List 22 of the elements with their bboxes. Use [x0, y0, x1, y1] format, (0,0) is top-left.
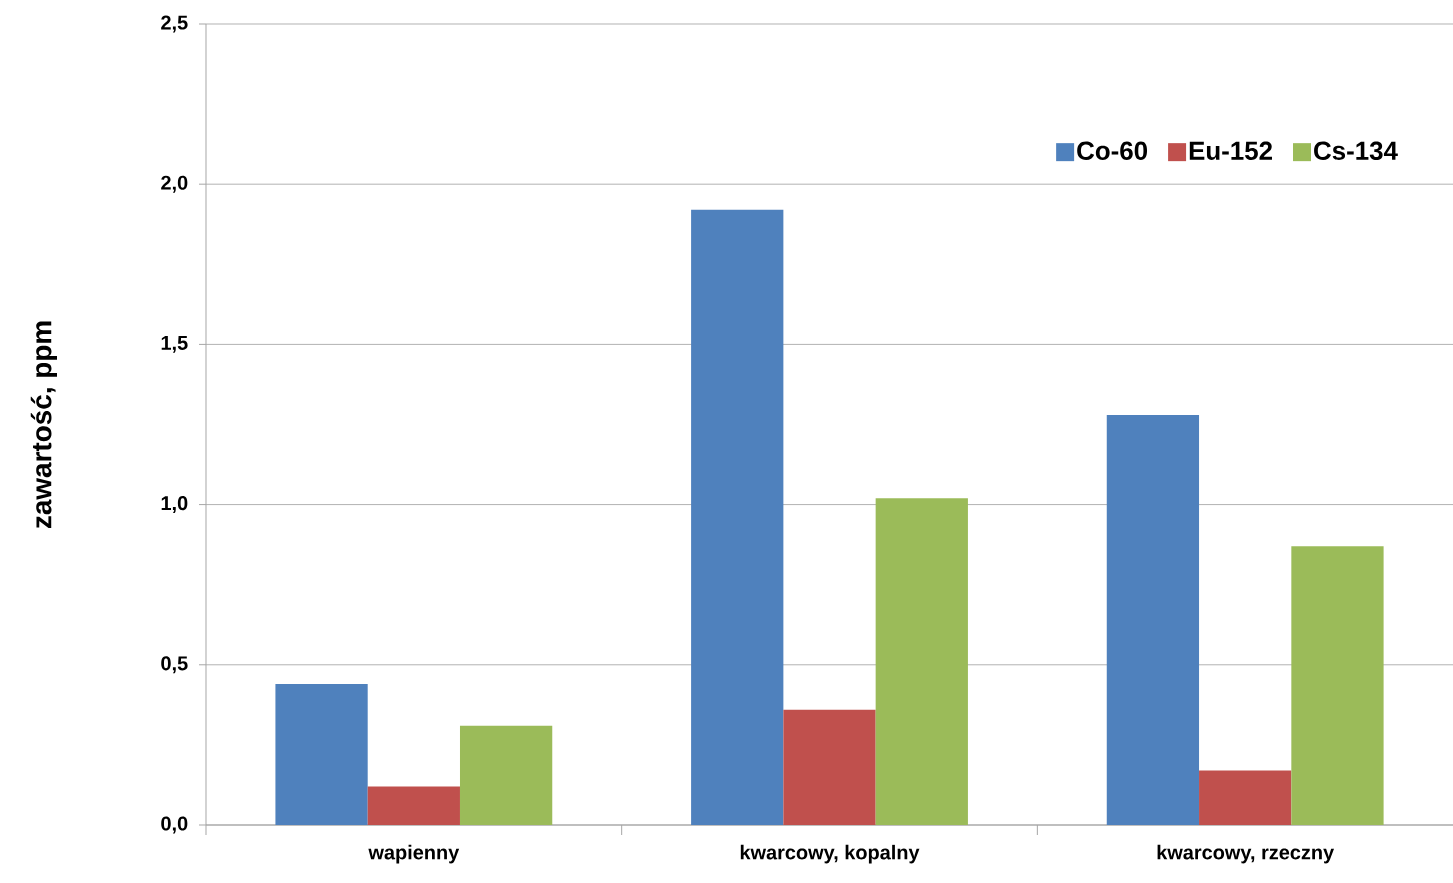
bar — [691, 209, 784, 825]
bar — [1199, 770, 1292, 825]
bar — [1106, 414, 1200, 825]
bar — [367, 786, 460, 825]
bar — [459, 725, 553, 825]
bar — [1291, 546, 1384, 825]
y-tick-label: 0,0 — [161, 816, 188, 834]
y-tick-label: 2,0 — [161, 175, 188, 193]
x-tick-label: wapienny — [368, 844, 460, 864]
legend-label: Co-60 — [1077, 141, 1148, 160]
bar — [275, 684, 368, 825]
bar — [783, 709, 876, 825]
legend-label: Cs-134 — [1314, 141, 1398, 160]
x-tick-label: kwarcowy, rzeczny — [1157, 844, 1335, 864]
y-axis-title: zawartość, ppm — [30, 321, 57, 529]
legend-label: Eu-152 — [1189, 141, 1272, 160]
bar — [875, 498, 968, 825]
y-tick-label: 0,5 — [161, 656, 188, 674]
y-tick-label: 1,5 — [161, 336, 188, 353]
x-tick-label: kwarcowy, kopalny — [740, 844, 920, 864]
y-tick-label: 2,5 — [161, 15, 188, 33]
y-tick-label: 1,0 — [161, 496, 188, 514]
